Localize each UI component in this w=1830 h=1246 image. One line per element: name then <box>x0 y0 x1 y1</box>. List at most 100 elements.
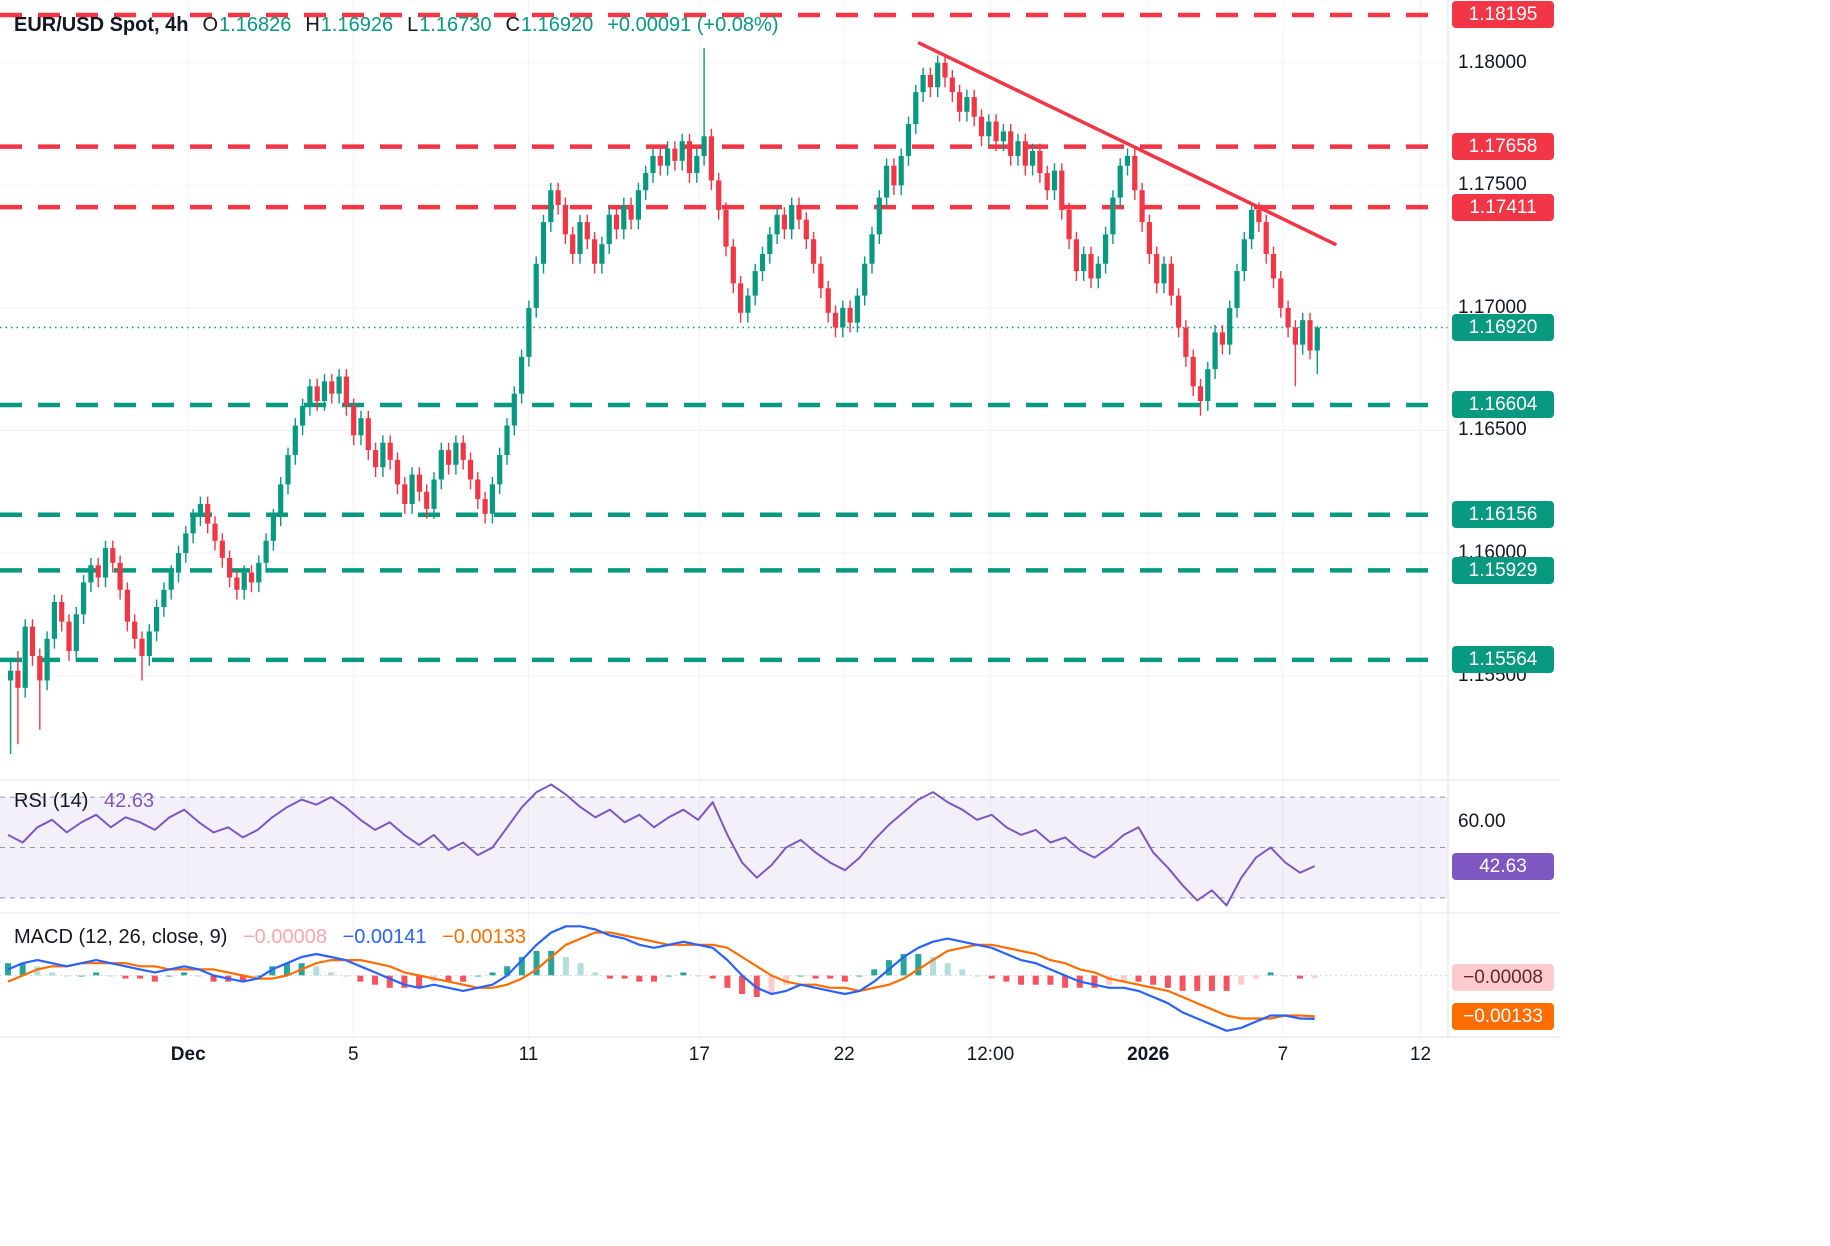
candle-body <box>592 239 598 264</box>
macd-hist-bar <box>739 975 746 994</box>
candle-body <box>285 454 291 485</box>
candle-body <box>292 425 298 455</box>
macd-main-line <box>7 925 1315 1032</box>
resistance-price-badge: 1.17658 <box>1452 133 1554 161</box>
macd-hist-bar <box>724 975 731 988</box>
candle-body <box>409 474 415 504</box>
candle-body <box>920 75 926 93</box>
support-price-badge: 1.16156 <box>1452 501 1554 529</box>
descending-trendline[interactable] <box>917 41 1337 246</box>
candle-body <box>1081 253 1087 272</box>
candle-body <box>1292 327 1298 345</box>
candle-body <box>781 214 787 230</box>
candle-body <box>15 670 21 688</box>
candle-body <box>1044 173 1050 191</box>
price-axis-tick: 1.17000 <box>1458 296 1527 318</box>
macd-hist-bar <box>460 975 467 982</box>
candle-body <box>891 165 897 186</box>
candle-body <box>905 124 912 156</box>
candle-body <box>716 180 722 210</box>
rsi-value-badge: 42.63 <box>1452 852 1554 880</box>
candle-body <box>643 173 649 191</box>
candle-body <box>44 638 50 681</box>
candle-body <box>29 626 36 656</box>
candle-body <box>562 204 568 235</box>
candle-body <box>694 155 700 174</box>
macd-hist-value: −0.00008 <box>242 926 327 948</box>
macd-hist-bar <box>269 966 276 976</box>
price-axis-tick: 1.18000 <box>1458 51 1527 73</box>
macd-hist-bar <box>621 975 628 979</box>
candle-body <box>774 214 780 235</box>
symbol-title: EUR/USD Spot, 4h <box>14 14 189 36</box>
change-value: +0.00091 (+0.08%) <box>607 14 779 36</box>
macd-hist-bar <box>181 972 188 976</box>
candle-body <box>621 204 627 230</box>
x-axis-label: 2026 <box>1127 1044 1170 1065</box>
candle-body <box>1190 356 1196 387</box>
candle-body <box>1227 307 1233 345</box>
price-axis-tick: 1.16500 <box>1458 419 1527 441</box>
candle-body <box>321 381 328 402</box>
rsi-axis-tick: 60.00 <box>1458 811 1506 833</box>
x-axis-label: 5 <box>348 1044 359 1065</box>
candle-body <box>154 606 160 632</box>
candle-body <box>504 425 510 455</box>
rsi-label-text: RSI (14) <box>14 790 89 812</box>
macd-hist-bar <box>1223 975 1230 991</box>
candle-body <box>1095 263 1101 279</box>
candle-body <box>175 553 182 573</box>
macd-hist-bar <box>1238 975 1245 985</box>
macd-hist-bar <box>210 975 217 982</box>
macd-signal-value: −0.00133 <box>442 926 527 948</box>
macd-hist-bar <box>1297 975 1304 979</box>
candle-body <box>212 523 218 541</box>
rsi-indicator-label[interactable]: RSI (14) 42.63 <box>14 790 154 813</box>
candle-body <box>190 516 196 534</box>
candle-body <box>862 263 868 296</box>
candle-body <box>803 219 809 240</box>
macd-hist-bar <box>695 975 702 977</box>
candle-body <box>708 136 714 181</box>
candle-body <box>1139 190 1145 223</box>
grid-lines <box>0 0 1448 1037</box>
candle-body <box>1117 165 1123 198</box>
candle-body <box>650 155 656 174</box>
macd-hist-bar <box>34 966 41 976</box>
macd-hist-bar <box>680 972 687 976</box>
candle-body <box>832 312 839 328</box>
candle-body <box>1037 150 1043 174</box>
macd-hist-bar <box>944 963 951 976</box>
macd-hist-bar <box>915 953 922 976</box>
rsi-band <box>0 796 1448 899</box>
macd-hist-bar <box>1003 975 1010 982</box>
macd-hist-bar <box>504 966 511 976</box>
macd-hist-bar <box>474 975 481 977</box>
candle-body <box>854 295 860 323</box>
current-price-badge: 1.16920 <box>1452 313 1554 341</box>
candle-body <box>511 393 517 426</box>
candle-body <box>1183 327 1189 357</box>
candle-body <box>1008 131 1014 156</box>
resistance-price-badge: 1.18195 <box>1452 1 1554 29</box>
macd-hist-bar <box>959 969 966 976</box>
candle-body <box>964 97 970 112</box>
candle-body <box>898 155 904 186</box>
candle-body <box>161 589 167 607</box>
macd-signal-badge: −0.00133 <box>1452 1002 1554 1030</box>
macd-hist-bar <box>1135 975 1142 982</box>
candle-body <box>767 234 773 254</box>
candle-body <box>679 141 685 161</box>
macd-indicator-label[interactable]: MACD (12, 26, close, 9) −0.00008 −0.0014… <box>14 926 526 949</box>
macd-hist-bar <box>827 975 834 979</box>
candle-body <box>1059 170 1065 210</box>
candle-body <box>358 418 364 436</box>
candle-body <box>424 491 430 509</box>
macd-hist-bar <box>254 975 261 977</box>
macd-hist-bar <box>313 966 320 976</box>
candle-body <box>1066 209 1072 240</box>
candle-body <box>402 484 408 504</box>
macd-hist-bar <box>533 950 540 976</box>
candle-body <box>1154 253 1160 284</box>
